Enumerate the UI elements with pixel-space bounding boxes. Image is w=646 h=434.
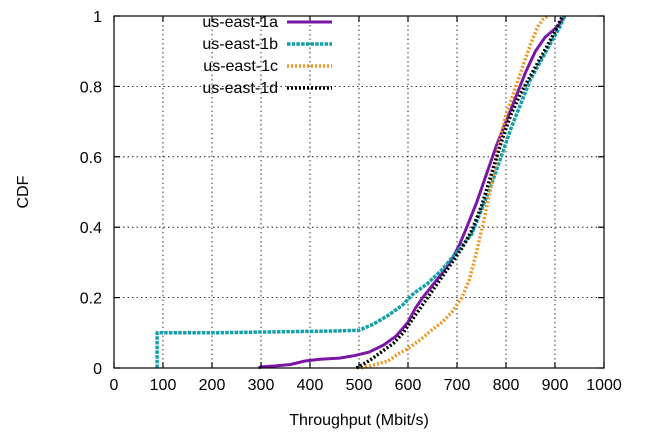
x-tick-label: 100 — [150, 377, 177, 394]
y-tick-label: 0.2 — [80, 291, 102, 308]
grid — [114, 16, 604, 368]
x-axis-title: Throughput (Mbit/s) — [289, 412, 429, 429]
y-tick-label: 0 — [93, 361, 102, 378]
x-tick-label: 800 — [493, 377, 520, 394]
y-tick-label: 0.4 — [80, 220, 102, 237]
series-line-us-east-1c — [360, 14, 549, 370]
x-tick-label: 500 — [346, 377, 373, 394]
x-tick-label: 700 — [444, 377, 471, 394]
series-line-us-east-1a — [257, 15, 567, 370]
x-tick-label: 1000 — [586, 377, 622, 394]
y-tick-label: 0.6 — [80, 150, 102, 167]
series-line-us-east-1d — [355, 15, 564, 370]
x-tick-label: 400 — [297, 377, 324, 394]
y-tick-label: 1 — [93, 9, 102, 26]
legend-label: us-east-1a — [202, 14, 278, 31]
y-axis-title: CDF — [15, 175, 32, 208]
axis-ticks: 0 100 200 300 400 500 600 700 800 900 1000 0 0.2 0.4 0… — [80, 9, 622, 394]
y-tick-label: 0.8 — [80, 79, 102, 96]
x-tick-label: 900 — [542, 377, 569, 394]
legend: us-east-1a us-east-1b us-east-1c us-east-1d — [202, 14, 332, 97]
x-tick-label: 300 — [248, 377, 275, 394]
legend-label: us-east-1b — [202, 36, 278, 53]
legend-label: us-east-1d — [202, 80, 278, 97]
series-line-us-east-1b — [155, 15, 567, 368]
x-tick-label: 600 — [395, 377, 422, 394]
legend-label: us-east-1c — [203, 58, 278, 75]
x-tick-label: 200 — [199, 377, 226, 394]
x-tick-label: 0 — [110, 377, 119, 394]
series-layer — [155, 14, 567, 370]
